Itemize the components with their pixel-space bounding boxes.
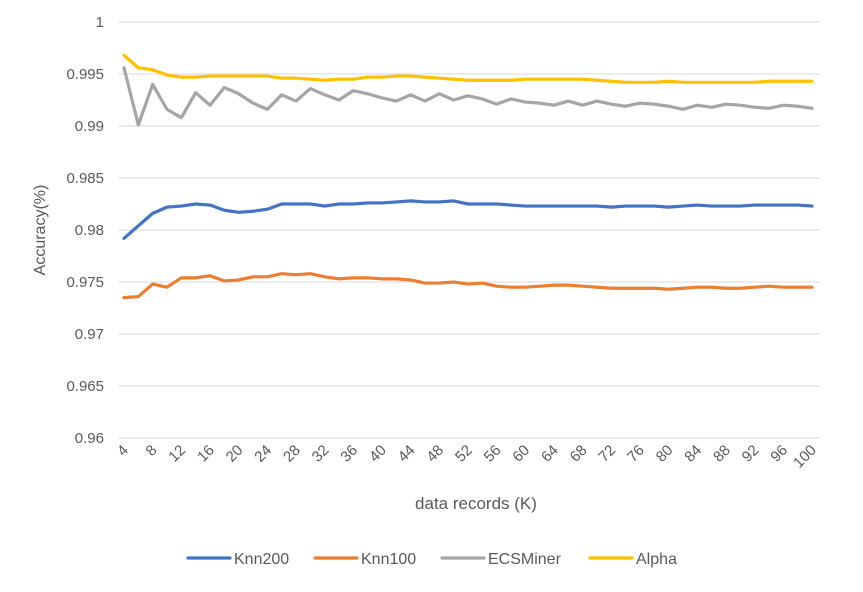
- x-tick-label: 12: [165, 442, 189, 466]
- series-line-knn100: [122, 272, 814, 300]
- x-axis-ticks: 4 8 12 16 20 24 28 32 36 40 44 48 52 56 60 64 68 72 76 80 84…: [114, 442, 820, 472]
- series-line-ecsminer: [122, 66, 814, 127]
- x-tick-label: 36: [337, 442, 361, 466]
- y-tick-label: 1: [96, 14, 104, 31]
- x-tick-label: 44: [395, 442, 419, 466]
- x-tick-label: 52: [452, 442, 476, 466]
- x-tick-label: 8: [143, 442, 161, 460]
- y-tick-label: 0.97: [75, 326, 104, 343]
- y-axis-ticks: 0.96 0.965 0.97 0.975 0.98 0.985 0.99 0.995 1: [66, 14, 104, 447]
- legend-label: Alpha: [636, 551, 677, 568]
- y-tick-label: 0.975: [66, 274, 104, 291]
- y-tick-label: 0.98: [75, 222, 104, 239]
- x-tick-label: 32: [309, 442, 333, 466]
- series-lines: [122, 53, 814, 300]
- legend-label: Knn100: [361, 551, 416, 568]
- x-tick-label: 28: [280, 442, 304, 466]
- legend-label: ECSMiner: [488, 551, 562, 568]
- y-axis-label: Accuracy(%): [32, 185, 49, 276]
- legend-label: Knn200: [234, 551, 289, 568]
- y-tick-label: 0.995: [66, 66, 104, 83]
- x-tick-label: 76: [624, 442, 648, 466]
- series-line-knn200: [122, 199, 814, 240]
- x-tick-label: 40: [366, 442, 390, 466]
- y-tick-label: 0.985: [66, 170, 104, 187]
- x-tick-label: 56: [481, 442, 505, 466]
- y-tick-label: 0.965: [66, 378, 104, 395]
- x-tick-label: 72: [595, 442, 619, 466]
- x-tick-label: 84: [681, 442, 705, 466]
- x-tick-label: 24: [251, 442, 275, 466]
- x-tick-label: 16: [194, 442, 218, 466]
- x-tick-label: 64: [538, 442, 562, 466]
- x-tick-label: 80: [653, 442, 677, 466]
- y-tick-label: 0.99: [75, 118, 104, 135]
- y-tick-label: 0.96: [75, 430, 104, 447]
- x-tick-label: 68: [567, 442, 591, 466]
- x-tick-label: 100: [790, 442, 820, 472]
- x-tick-label: 4: [114, 442, 132, 460]
- x-tick-label: 20: [223, 442, 247, 466]
- legend: Knn200 Knn100 ECSMiner Alpha: [186, 551, 677, 568]
- x-axis-label: data records (K): [415, 494, 537, 513]
- x-tick-label: 60: [509, 442, 533, 466]
- gridlines: [118, 21, 820, 439]
- x-tick-label: 48: [423, 442, 447, 466]
- x-tick-label: 96: [767, 442, 791, 466]
- x-tick-label: 92: [739, 442, 763, 466]
- series-line-alpha: [122, 53, 814, 84]
- x-tick-label: 88: [710, 442, 734, 466]
